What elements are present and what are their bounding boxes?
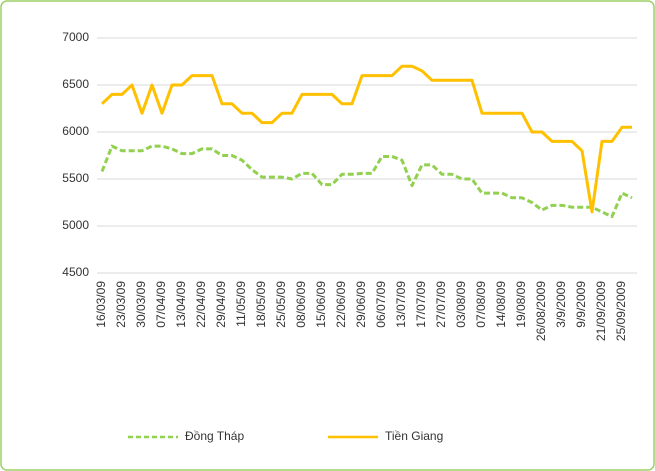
y-tick-label: 6500 <box>62 77 89 91</box>
x-tick-label: 11/05/09 <box>234 281 248 327</box>
x-tick-label: 17/07/09 <box>414 281 428 328</box>
x-tick-label: 13/07/09 <box>394 281 408 328</box>
x-tick-label: 29/06/09 <box>354 281 368 328</box>
x-tick-label: 30/03/09 <box>134 281 148 328</box>
y-tick-label: 6000 <box>62 124 89 138</box>
x-tick-label: 22/06/09 <box>334 281 348 328</box>
x-tick-label: 3/9/2009 <box>554 281 568 328</box>
x-tick-label: 15/06/09 <box>314 281 328 328</box>
x-tick-label: 03/08/09 <box>454 281 468 328</box>
x-tick-label: 27/07/09 <box>434 281 448 328</box>
legend-label: Tiền Giang <box>385 429 443 443</box>
x-tick-label: 9/9/2009 <box>574 281 588 328</box>
x-tick-label: 21/09/2009 <box>594 281 608 341</box>
y-tick-label: 7000 <box>62 30 89 44</box>
x-tick-label: 08/06/09 <box>294 281 308 328</box>
x-tick-label: 07/04/09 <box>154 281 168 328</box>
x-tick-label: 29/04/09 <box>214 281 228 328</box>
x-tick-label: 25/05/09 <box>274 281 288 328</box>
x-tick-label: 23/03/09 <box>114 281 128 328</box>
x-tick-label: 13/04/09 <box>174 281 188 328</box>
x-tick-label: 25/09/2009 <box>614 281 628 341</box>
legend-label: Đồng Tháp <box>185 429 244 443</box>
y-tick-label: 5500 <box>62 171 89 185</box>
x-tick-label: 16/03/09 <box>94 281 108 328</box>
series-line <box>100 64 632 214</box>
x-tick-label: 18/05/09 <box>254 281 268 328</box>
series-line <box>100 144 633 219</box>
x-tick-label: 14/08/09 <box>494 281 508 328</box>
x-tick-label: 07/08/09 <box>474 281 488 328</box>
x-tick-label: 19/08/09 <box>514 281 528 328</box>
x-tick-label: 26/08/2009 <box>534 281 548 341</box>
x-tick-label: 06/07/09 <box>374 281 388 328</box>
y-tick-label: 5000 <box>62 218 89 232</box>
x-tick-label: 22/04/09 <box>194 281 208 328</box>
y-tick-label: 4500 <box>62 265 89 279</box>
